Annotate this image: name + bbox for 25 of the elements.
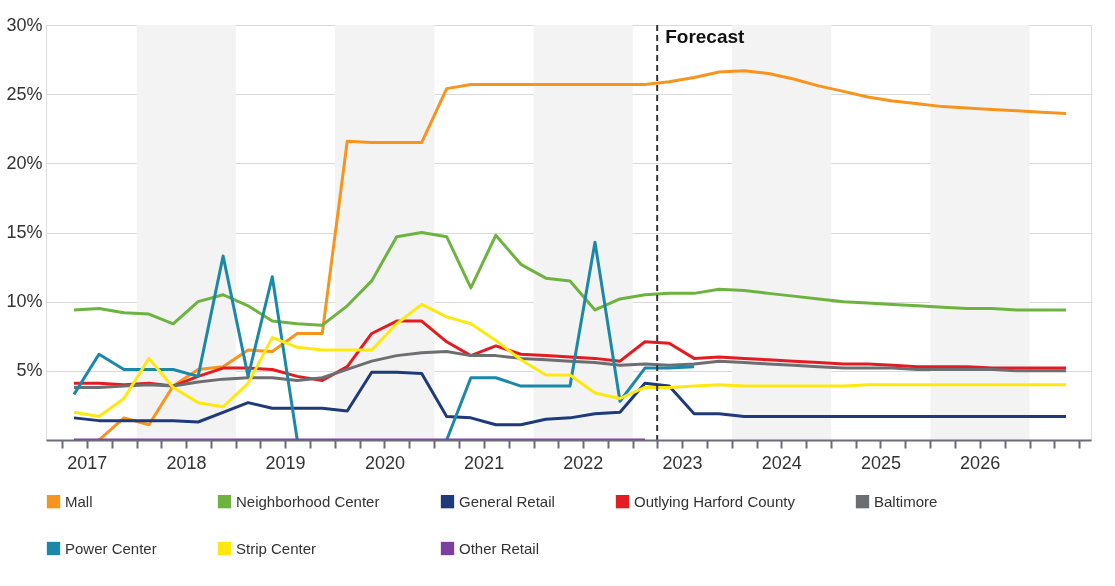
- x-tick-label: 2026: [960, 452, 1001, 473]
- x-tick-label: 2024: [761, 452, 802, 473]
- legend-label: Neighborhood Center: [236, 492, 380, 510]
- y-tick-label: 25%: [6, 83, 43, 104]
- x-tick-label: 2020: [364, 452, 405, 473]
- x-tick-label: 2021: [464, 452, 505, 473]
- legend-label: Baltimore: [874, 492, 938, 510]
- x-tick-label: 2022: [563, 452, 604, 473]
- legend-label: Power Center: [65, 539, 157, 557]
- x-tick-label: 2018: [166, 452, 207, 473]
- legend-label: Outlying Harford County: [634, 492, 796, 510]
- x-tick-label: 2019: [265, 452, 306, 473]
- legend-label: General Retail: [459, 492, 555, 510]
- x-tick-label: 2017: [67, 452, 108, 473]
- y-tick-label: 5%: [16, 360, 43, 381]
- y-tick-label: 15%: [6, 222, 43, 242]
- y-tick-label: 20%: [6, 152, 43, 173]
- y-tick-label: 10%: [6, 291, 43, 312]
- y-tick-label: 30%: [6, 14, 43, 35]
- x-tick-label: 2023: [662, 452, 703, 473]
- ref-line-label: Forecast: [665, 26, 746, 47]
- legend-label: Strip Center: [236, 539, 317, 557]
- x-tick-label: 2025: [860, 452, 901, 473]
- legend-label: Mall: [65, 492, 93, 510]
- legend-label: Other Retail: [459, 539, 540, 557]
